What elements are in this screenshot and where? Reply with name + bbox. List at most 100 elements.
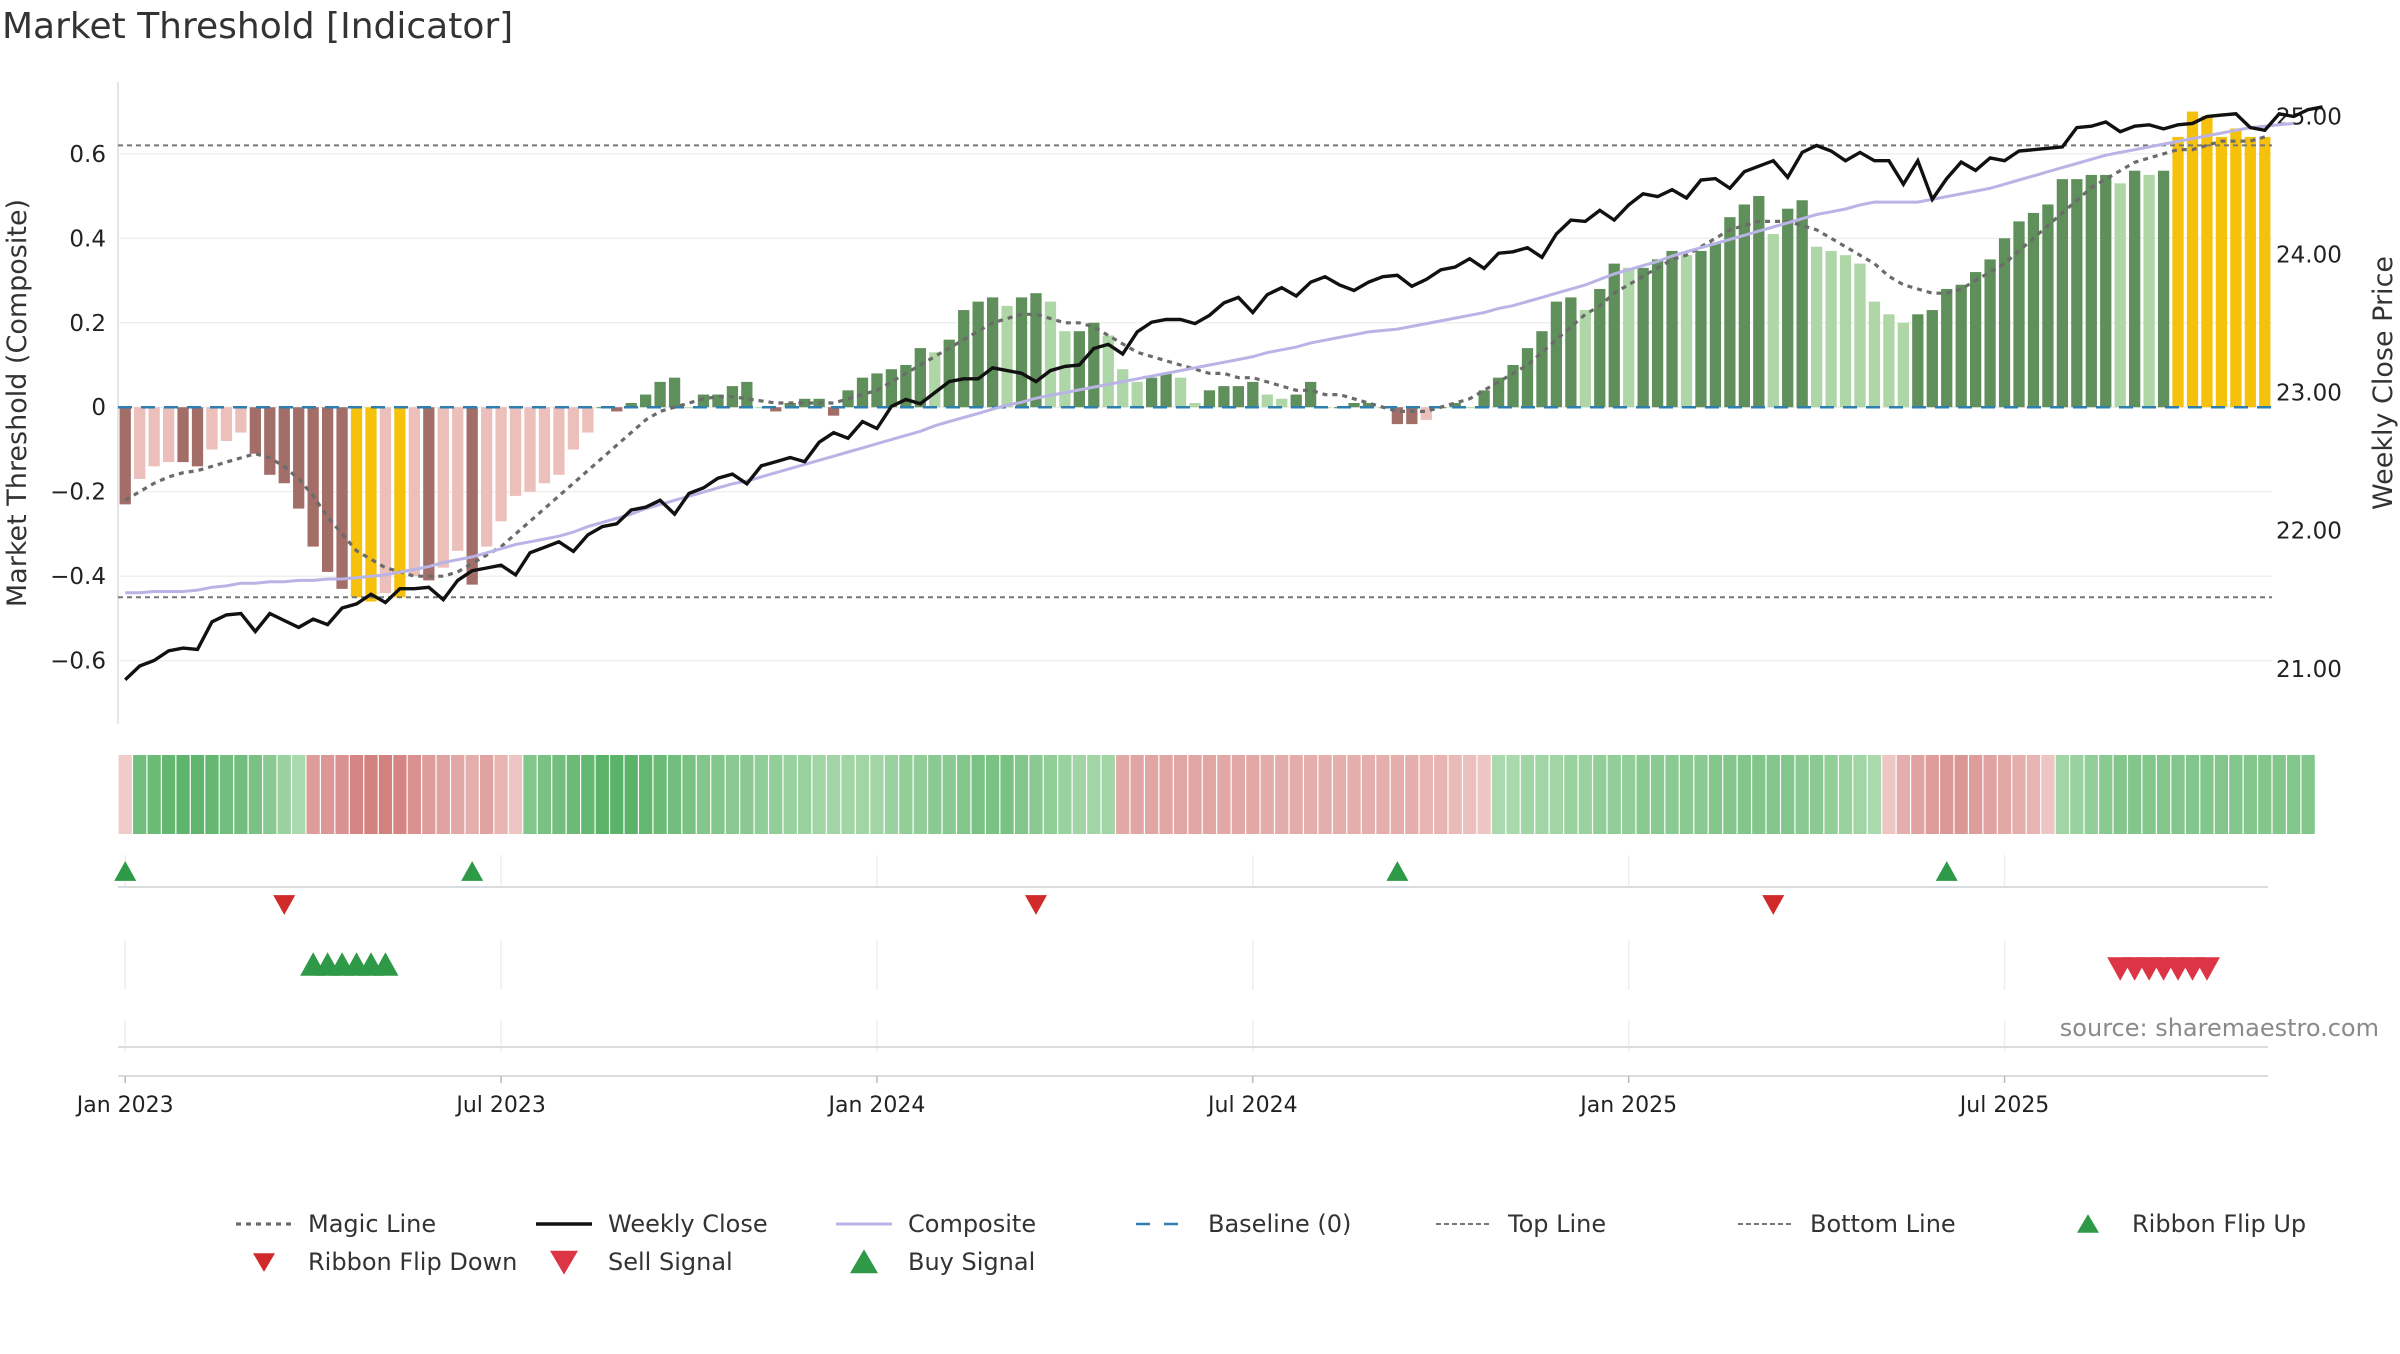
y2-tick-label: 23.00 (2276, 381, 2342, 407)
ribbon-cell (1838, 755, 1853, 834)
ribbon-cell (2055, 755, 2070, 834)
ribbon-cell (1535, 755, 1549, 834)
composite-bar (827, 407, 840, 416)
composite-bar (2172, 136, 2184, 408)
ribbon-cell (754, 755, 768, 834)
ribbon-cell (1795, 755, 1809, 834)
ribbon-cell (1289, 755, 1303, 834)
ribbon-cell (2229, 755, 2243, 834)
composite-bar (2201, 115, 2213, 408)
composite-bar (741, 381, 753, 408)
composite-bar (1232, 386, 1245, 408)
legend-swatch-flipdown (253, 1253, 275, 1272)
ribbon-cell (2214, 755, 2229, 834)
composite-bar (2230, 128, 2242, 408)
ribbon-cell (2026, 755, 2041, 834)
composite-bar (1391, 407, 1404, 425)
composite-bar (943, 339, 955, 408)
composite-bar (885, 369, 898, 408)
ribbon-cell (870, 755, 884, 834)
composite-bar (1276, 398, 1288, 408)
ribbon-cell (306, 755, 320, 834)
composite-bar (1536, 331, 1548, 408)
composite-bar (2085, 174, 2097, 408)
ribbon-cell (1491, 755, 1506, 834)
ribbon-cell (1390, 755, 1405, 834)
ribbon-cell (1665, 755, 1679, 834)
composite-bar (134, 407, 146, 480)
ribbon-cell (1549, 755, 1564, 834)
ribbon-cell (1260, 755, 1274, 834)
composite-bar (524, 407, 536, 492)
ribbon-cell (320, 755, 335, 834)
composite-bar (1608, 263, 1620, 408)
ribbon-cell (2070, 755, 2084, 834)
ribbon-cell (234, 755, 248, 834)
composite-bar (1030, 293, 1042, 408)
ribbon-cell (1434, 755, 1448, 834)
composite-bar (1203, 390, 1216, 408)
source-note: source: sharemaestro.com (2059, 1014, 2379, 1042)
composite-bar (1174, 377, 1187, 408)
composite-bar (1695, 250, 1707, 408)
ribbon-cell (913, 755, 927, 834)
composite-bar (162, 407, 175, 463)
ribbon-cell (1853, 755, 1867, 834)
composite-bar (784, 403, 796, 408)
composite-bar (2042, 204, 2054, 408)
composite-bar (683, 407, 695, 409)
ribbon-cell (942, 755, 956, 834)
ribbon-cell (1448, 755, 1462, 834)
ribbon-cell (826, 755, 841, 834)
ribbon-cell (1679, 755, 1694, 834)
composite-bar (625, 403, 637, 408)
composite-bar (2056, 179, 2069, 408)
composite-bar (2071, 179, 2083, 408)
ribbon-cell (1405, 755, 1419, 834)
composite-bar (480, 407, 493, 547)
y-tick-label: −0.2 (50, 480, 106, 506)
ribbon-cell (1911, 755, 1925, 834)
ribbon-cell (494, 755, 508, 834)
sell-signal-marker (2193, 957, 2220, 981)
composite-bar (640, 394, 652, 408)
legend-item-flipdown: Ribbon Flip Down (253, 1248, 517, 1276)
legend-item-flipup: Ribbon Flip Up (2077, 1210, 2306, 1238)
composite-bar (1680, 255, 1693, 408)
composite-bar (1261, 394, 1273, 408)
composite-bar (191, 407, 204, 467)
x-tick-label: Jul 2024 (1206, 1093, 1298, 1118)
ribbon-cell (1723, 755, 1737, 834)
ribbon-cell (1145, 755, 1159, 834)
ribbon-cell (176, 755, 190, 834)
composite-bar (1594, 288, 1606, 408)
composite-bar (856, 377, 869, 408)
legend-label-flipup: Ribbon Flip Up (2132, 1210, 2306, 1238)
ribbon-cell (1463, 755, 1477, 834)
composite-bar (1854, 263, 1866, 408)
composite-bar (1623, 267, 1635, 408)
x-tick-label: Jul 2023 (454, 1093, 546, 1118)
ribbon-cell (451, 755, 465, 834)
ribbon-cell (133, 755, 147, 834)
ribbon-flip-up-marker (1386, 861, 1409, 881)
legend-swatch-buy (850, 1249, 878, 1274)
composite-bar (119, 407, 131, 505)
composite-bar (1247, 381, 1259, 408)
ribbon-cell (2099, 755, 2113, 834)
ribbon-cell (1708, 755, 1723, 834)
ribbon-cell (1000, 755, 1014, 834)
chart-title: Market Threshold [Indicator] (2, 6, 514, 47)
composite-bar (220, 407, 233, 442)
composite-bar (755, 407, 767, 409)
ribbon-cell (1564, 755, 1578, 834)
y2-tick-label: 22.00 (2276, 519, 2342, 545)
composite-line (125, 121, 2294, 595)
ribbon-cell (957, 755, 971, 834)
composite-bar (452, 407, 464, 551)
composite-bar (1102, 335, 1114, 408)
composite-bar (668, 377, 681, 408)
ribbon-cell (1304, 755, 1318, 834)
ribbon-cell (1116, 755, 1130, 834)
